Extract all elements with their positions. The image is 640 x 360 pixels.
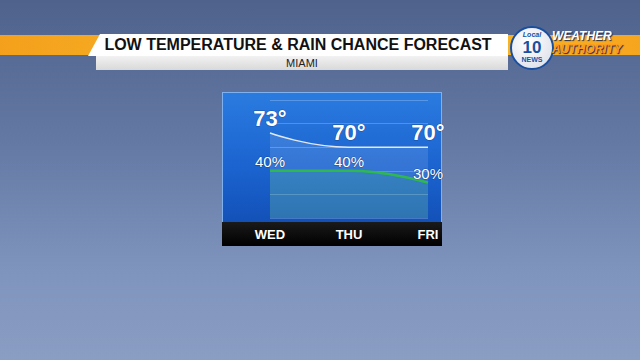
html-text:LOW TEMPERATURE & RAIN CHANCE: LOW TEMPERATURE & RAIN CHANCE FORECAST (104, 36, 492, 53)
svg-text:70°: 70° (411, 120, 444, 145)
html-text:WEATHER: WEATHER (552, 29, 612, 43)
html-text:NEWS: NEWS (521, 56, 543, 63)
html-text:MIAMI: MIAMI (286, 57, 318, 69)
svg-text:40%: 40% (255, 153, 285, 170)
html-text:AUTHORITY: AUTHORITY (552, 42, 622, 56)
svg-text:THU: THU (336, 227, 363, 242)
html-text:Local: Local (522, 31, 542, 38)
svg-text:73°: 73° (253, 106, 286, 131)
html-text:10: 10 (522, 38, 542, 57)
svg-text:30%: 30% (413, 165, 443, 182)
svg-text:WED: WED (255, 227, 285, 242)
svg-text:40%: 40% (334, 153, 364, 170)
svg-text:FRI: FRI (418, 227, 439, 242)
svg-text:70°: 70° (332, 120, 365, 145)
